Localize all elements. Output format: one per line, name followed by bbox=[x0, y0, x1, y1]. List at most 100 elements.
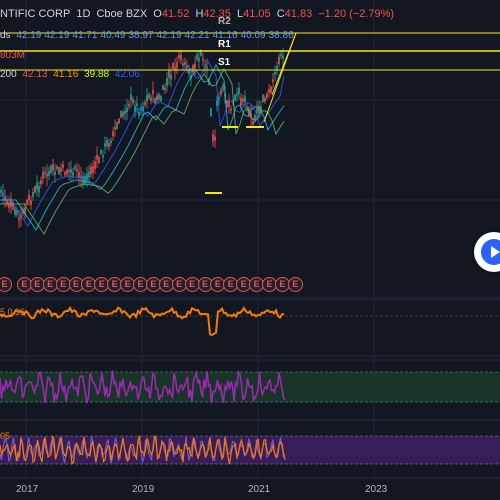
overlay-1-values: 42.19 42.19 41.71 40.49 38.97 42.19 42.21 41.16… bbox=[16, 30, 296, 41]
scroll-to-realtime-button[interactable] bbox=[474, 232, 500, 272]
overlay-1-value-9: 40.09 bbox=[240, 30, 266, 41]
candle-body bbox=[260, 106, 262, 113]
candle-body bbox=[174, 66, 176, 71]
candle-body bbox=[182, 63, 184, 67]
candle-body bbox=[38, 186, 40, 193]
candle-body bbox=[254, 115, 256, 122]
candle-body bbox=[6, 199, 8, 205]
candle-body bbox=[206, 66, 208, 69]
candle-body bbox=[26, 200, 28, 205]
candle-body bbox=[210, 108, 212, 116]
candle-body bbox=[152, 89, 154, 95]
candle-body bbox=[106, 140, 108, 146]
overlay-3-name: 200 bbox=[0, 69, 17, 80]
candle-body bbox=[60, 168, 62, 172]
overlay-legend-2[interactable]: 803M bbox=[0, 49, 28, 62]
earnings-marker[interactable]: E bbox=[133, 277, 148, 292]
candle-body bbox=[78, 171, 80, 178]
candle-body bbox=[108, 142, 110, 148]
candle-body bbox=[114, 127, 116, 130]
earnings-marker[interactable]: E bbox=[29, 277, 45, 292]
pivot-label-r2: R2 bbox=[218, 16, 231, 27]
low-value: 41.05 bbox=[243, 8, 271, 20]
pivot-label-s1: S1 bbox=[218, 57, 231, 68]
overlay-1-value-2: 42.19 bbox=[44, 30, 70, 41]
overlay-legend-3[interactable]: 200 42.13 41.16 39.88 42.06 bbox=[0, 68, 143, 81]
candle-body bbox=[188, 69, 190, 75]
candle-body bbox=[168, 70, 170, 78]
overlay-3-value-2: 41.16 bbox=[53, 69, 79, 80]
candle-body bbox=[138, 111, 140, 116]
overlay-3-value-3: 39.88 bbox=[84, 69, 110, 80]
symbol-name[interactable]: NTIFIC CORP bbox=[0, 8, 71, 20]
oscillator-1-line bbox=[0, 306, 285, 336]
candle-body bbox=[50, 165, 52, 173]
candle-body bbox=[150, 97, 152, 102]
oscillator-pane-1 bbox=[0, 306, 500, 336]
candle-body bbox=[34, 186, 36, 193]
candle-body bbox=[192, 65, 194, 72]
candle-body bbox=[32, 192, 34, 197]
candle-body bbox=[216, 100, 218, 107]
candle-body bbox=[88, 171, 90, 178]
oscillator-3-line bbox=[0, 434, 286, 465]
symbol-legend[interactable]: NTIFIC CORP 1D Cboe BZX O41.52 H42.35 L4… bbox=[0, 8, 397, 21]
earnings-marker[interactable]: E bbox=[81, 277, 97, 292]
candle-body bbox=[256, 107, 258, 113]
candle-body bbox=[126, 107, 128, 113]
candle-body bbox=[112, 131, 114, 137]
earnings-marker[interactable]: E bbox=[287, 277, 303, 292]
exchange: Cboe BZX bbox=[96, 8, 148, 20]
candle-body bbox=[146, 95, 148, 102]
candle-body bbox=[282, 55, 284, 59]
earnings-marker[interactable]: E bbox=[94, 277, 110, 292]
overlay-legend-1[interactable]: ds 42.19 42.19 41.71 40.49 38.97 42.19 42.21 41… bbox=[0, 29, 300, 42]
candle-body bbox=[166, 77, 168, 86]
candle-body bbox=[178, 55, 180, 59]
x-tick-2017: 2017 bbox=[16, 484, 39, 495]
candle-body bbox=[266, 94, 268, 98]
earnings-marker[interactable]: E bbox=[236, 277, 252, 292]
candle-body bbox=[252, 120, 254, 125]
candle-body bbox=[30, 200, 32, 206]
earnings-marker[interactable]: E bbox=[171, 277, 187, 292]
overlay-1-value-7: 42.21 bbox=[184, 30, 210, 41]
candle-body bbox=[14, 208, 16, 215]
candle-body bbox=[226, 100, 228, 108]
overlay-1-value-6: 42.19 bbox=[156, 30, 182, 41]
candle-body bbox=[144, 102, 146, 105]
candle-body bbox=[64, 172, 66, 176]
open-label: O bbox=[153, 8, 162, 20]
candle-body bbox=[164, 87, 166, 90]
candle-body bbox=[214, 136, 216, 141]
candle-body bbox=[94, 161, 96, 169]
candle-body bbox=[220, 89, 222, 95]
candle-body bbox=[62, 164, 64, 168]
candle-body bbox=[198, 58, 200, 62]
candle-body bbox=[184, 61, 186, 65]
overlay-1-value-3: 41.71 bbox=[72, 30, 98, 41]
candle-body bbox=[228, 100, 230, 108]
candle-body bbox=[262, 94, 264, 103]
candle-body bbox=[180, 54, 182, 60]
moving-average-line bbox=[0, 63, 285, 231]
earnings-marker[interactable]: E bbox=[107, 277, 123, 292]
candle-body bbox=[274, 72, 276, 75]
moving-average-line bbox=[0, 67, 285, 235]
candle-body bbox=[160, 95, 162, 101]
overlay-2-name: 803M bbox=[0, 50, 26, 61]
candle-body bbox=[42, 172, 44, 179]
candle-body bbox=[246, 106, 248, 110]
earnings-marker[interactable]: E bbox=[0, 277, 12, 292]
oscillator-pane-2 bbox=[0, 369, 500, 405]
candle-body bbox=[98, 156, 100, 163]
candle-body bbox=[86, 173, 88, 181]
candle-body bbox=[122, 112, 124, 117]
candle-body bbox=[264, 97, 266, 102]
moving-average-line bbox=[0, 59, 285, 227]
earnings-marker[interactable]: E bbox=[197, 277, 213, 292]
interval[interactable]: 1D bbox=[76, 8, 91, 20]
chart-grid bbox=[0, 0, 500, 479]
